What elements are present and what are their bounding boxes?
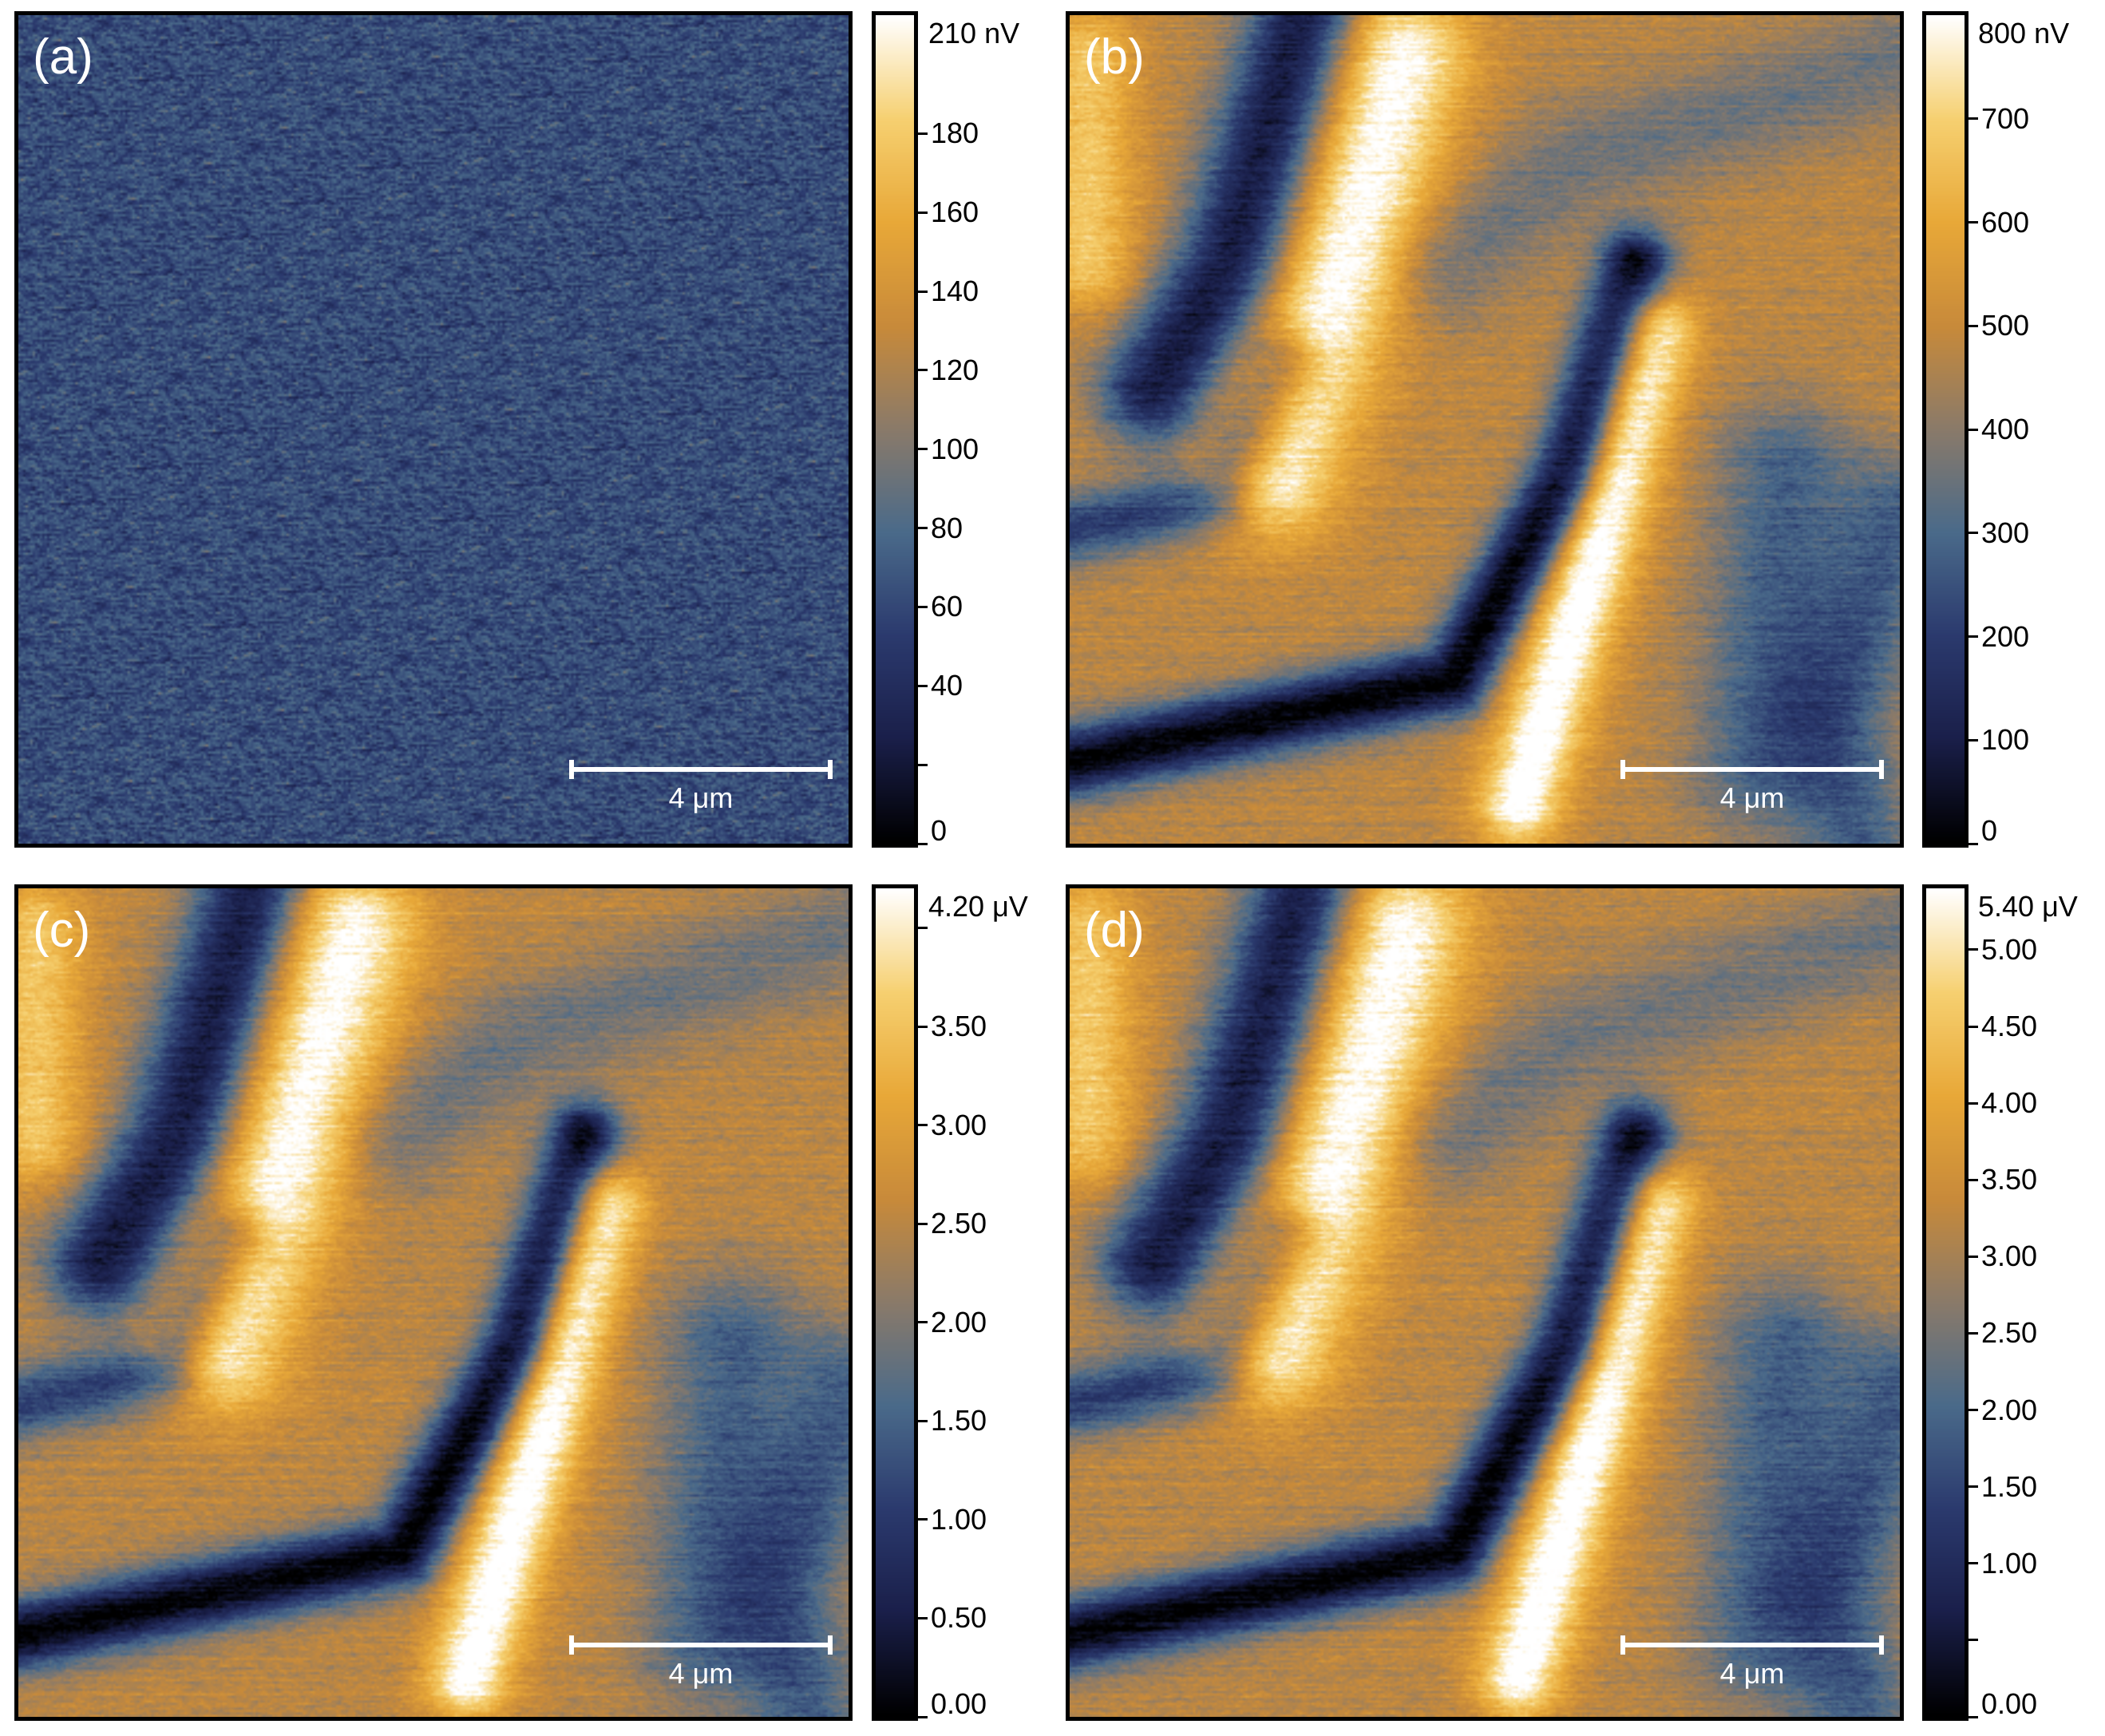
colorbar-tick xyxy=(916,842,928,845)
colorbar-tick xyxy=(1967,532,1978,535)
colorbar-tick xyxy=(1967,1255,1978,1258)
colorbar-tick xyxy=(916,684,928,687)
colorbar-max-label-c: 4.20 μV xyxy=(928,890,1028,923)
colorbar-max-label-b: 800 nV xyxy=(1978,17,2070,49)
colorbar-tick-label: 5.00 xyxy=(1981,932,2038,966)
colorbar-tick-label: 40 xyxy=(931,669,963,702)
scale-bar-label-c: 4 μm xyxy=(668,1657,734,1690)
colorbar-tick-label: 600 xyxy=(1981,205,2030,239)
colorbar-tick xyxy=(1967,324,1978,327)
colorbar-tick xyxy=(916,369,928,372)
colorbar-max-label-a: 210 nV xyxy=(928,17,1020,49)
colorbar-tick xyxy=(916,132,928,135)
colorbar-tick xyxy=(1967,1715,1978,1718)
kpfm-map-b: (b) 4 μm xyxy=(1066,11,1904,848)
colorbar-tick xyxy=(916,1025,928,1028)
colorbar-tick xyxy=(916,211,928,214)
colorbar-tick-label: 0.00 xyxy=(931,1687,987,1720)
colorbar-tick xyxy=(916,1124,928,1127)
colorbar-tick xyxy=(1967,738,1978,741)
colorbar-max-label-d: 5.40 μV xyxy=(1978,890,2078,923)
colorbar-tick xyxy=(916,605,928,608)
colorbar-a xyxy=(872,11,918,848)
colorbar-tick xyxy=(916,1419,928,1422)
colorbar-tick xyxy=(1967,1178,1978,1181)
colorbar-tick-label: 300 xyxy=(1981,516,2030,549)
colorbar-tick-label: 2.00 xyxy=(1981,1393,2038,1426)
colorbar-tick xyxy=(1967,948,1978,951)
kpfm-map-d: (d) 4 μm xyxy=(1066,884,1904,1721)
colorbar-tick-label: 100 xyxy=(1981,723,2030,757)
kpfm-map-c: (c) 4 μm xyxy=(14,884,853,1721)
scale-bar-label-b: 4 μm xyxy=(1719,781,1785,814)
colorbar-tick-label: 0.00 xyxy=(1981,1687,2038,1720)
colorbar-tick-label: 160 xyxy=(931,196,979,229)
colorbar-tick-label: 500 xyxy=(1981,309,2030,342)
scale-bar-label-d: 4 μm xyxy=(1719,1657,1785,1690)
colorbar-tick-label: 3.50 xyxy=(931,1010,987,1042)
kpfm-map-a: (a) 4 μm xyxy=(14,11,853,848)
colorbar-tick-label: 80 xyxy=(931,511,963,544)
colorbar-tick-label: 1.50 xyxy=(931,1404,987,1437)
colorbar-tick-label: 60 xyxy=(931,590,963,623)
colorbar-b xyxy=(1922,11,1968,848)
colorbar-tick-label: 120 xyxy=(931,353,979,386)
colorbar-tick-label: 2.50 xyxy=(1981,1316,2038,1350)
colorbar-tick-label: 200 xyxy=(1981,619,2030,653)
colorbar-tick xyxy=(1967,117,1978,121)
colorbar-tick-label: 4.50 xyxy=(1981,1010,2038,1042)
colorbar-tick xyxy=(1967,842,1978,845)
potential-image-c xyxy=(18,888,849,1717)
colorbar-tick xyxy=(1967,1025,1978,1028)
colorbar-tick xyxy=(1967,1101,1978,1105)
panel-label-a: (a) xyxy=(33,30,93,85)
colorbar-tick xyxy=(916,926,928,929)
colorbar-tick-label: 0 xyxy=(931,814,948,847)
colorbar-tick xyxy=(1967,1331,1978,1335)
colorbar-c xyxy=(872,884,918,1721)
colorbar-tick-label: 180 xyxy=(931,117,979,150)
colorbar-tick xyxy=(1967,221,1978,223)
colorbar-tick xyxy=(1967,1409,1978,1412)
panel-label-d: (d) xyxy=(1084,903,1145,958)
colorbar-tick-label: 700 xyxy=(1981,101,2030,135)
colorbar-tick xyxy=(916,527,928,530)
colorbar-d xyxy=(1922,884,1968,1721)
colorbar-tick-label: 1.00 xyxy=(931,1502,987,1536)
colorbar-tick xyxy=(916,1616,928,1619)
colorbar-tick xyxy=(916,763,928,766)
colorbar-tick-label: 2.50 xyxy=(931,1207,987,1240)
colorbar-tick xyxy=(916,290,928,293)
potential-image-a xyxy=(18,15,849,844)
potential-image-d xyxy=(1070,888,1900,1717)
colorbar-tick-label: 1.00 xyxy=(1981,1546,2038,1580)
colorbar-tick xyxy=(916,1715,928,1718)
colorbar-tick xyxy=(916,1222,928,1225)
colorbar-tick xyxy=(1967,1562,1978,1565)
potential-image-b xyxy=(1070,15,1900,844)
colorbar-tick xyxy=(1967,1639,1978,1642)
colorbar-tick xyxy=(1967,635,1978,638)
colorbar-tick-label: 0 xyxy=(1981,814,1998,847)
colorbar-tick xyxy=(916,1518,928,1521)
colorbar-tick xyxy=(1967,428,1978,431)
panel-label-c: (c) xyxy=(33,903,91,958)
colorbar-tick-label: 0.50 xyxy=(931,1601,987,1635)
colorbar-tick-label: 400 xyxy=(1981,413,2030,445)
colorbar-tick-label: 140 xyxy=(931,275,979,307)
colorbar-tick-label: 3.50 xyxy=(1981,1163,2038,1196)
colorbar-tick xyxy=(1967,1485,1978,1489)
scale-bar-label-a: 4 μm xyxy=(668,781,734,814)
colorbar-tick-label: 3.00 xyxy=(1981,1240,2038,1273)
colorbar-tick-label: 2.00 xyxy=(931,1305,987,1339)
colorbar-tick xyxy=(916,448,928,451)
colorbar-tick-label: 100 xyxy=(931,432,979,465)
colorbar-tick-label: 4.00 xyxy=(1981,1086,2038,1120)
colorbar-tick-label: 1.50 xyxy=(1981,1469,2038,1503)
colorbar-tick xyxy=(916,1321,928,1324)
panel-label-b: (b) xyxy=(1084,30,1145,85)
colorbar-tick-label: 3.00 xyxy=(931,1108,987,1141)
